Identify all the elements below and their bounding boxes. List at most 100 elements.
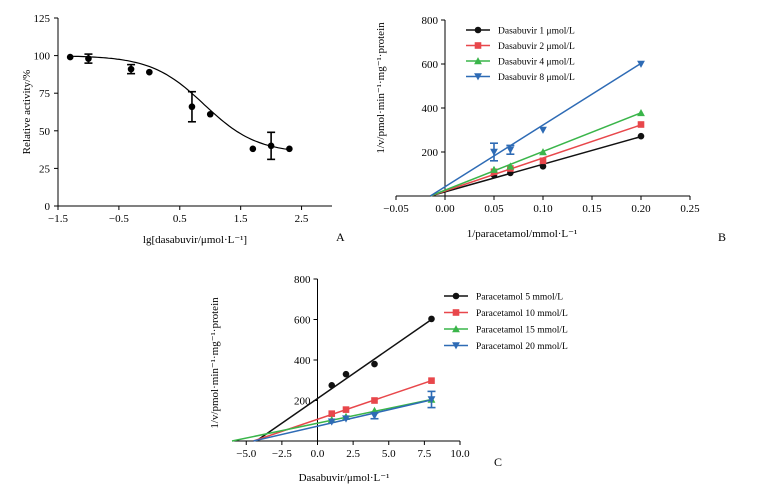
x-tick-label: 1.5 xyxy=(234,213,248,225)
data-point xyxy=(342,406,350,413)
data-point xyxy=(188,103,196,111)
y-axis-title: Relative activity/% xyxy=(21,70,33,155)
panel-c-chart: C 200 400 600 800 −5.0 −2.5 0.0 2.5 5.0 7.5 10.0 Da… xyxy=(209,274,568,484)
x-tick-label: −0.05 xyxy=(383,203,409,215)
data-point xyxy=(539,148,547,156)
panel-b-letter: B xyxy=(718,230,726,244)
data-point xyxy=(286,145,293,153)
data-point xyxy=(637,60,645,68)
legend-label: Dasabuvir 2 μmol/L xyxy=(498,42,575,52)
y-tick-label: 400 xyxy=(294,355,311,367)
y-tick-label: 75 xyxy=(39,88,51,100)
legend-entry: Paracetamol 15 mmol/L xyxy=(444,325,568,336)
data-point xyxy=(490,165,498,173)
regression-line xyxy=(430,124,642,197)
legend-entry: Dasabuvir 1 μmol/L xyxy=(466,27,575,37)
legend-marker xyxy=(474,57,482,65)
x-tick-label: 0.5 xyxy=(173,213,187,225)
x-tick-label: 0.20 xyxy=(631,203,651,215)
y-tick-label: 200 xyxy=(422,147,439,159)
series-1 xyxy=(255,315,435,442)
data-point xyxy=(127,65,135,73)
y-tick-label: 800 xyxy=(294,274,311,286)
legend-marker xyxy=(452,309,460,316)
legend-label: Paracetamol 15 mmol/L xyxy=(476,326,568,336)
legend-label: Dasabuvir 8 μmol/L xyxy=(498,73,575,83)
y-tick-label: 25 xyxy=(39,163,51,175)
data-point xyxy=(327,418,336,426)
legend-entry: Dasabuvir 2 μmol/L xyxy=(466,42,575,52)
legend-label: Paracetamol 5 mmol/L xyxy=(476,293,563,303)
legend-marker xyxy=(452,292,460,300)
data-point xyxy=(539,163,547,170)
y-tick-label: 200 xyxy=(294,396,311,408)
data-point xyxy=(328,382,336,389)
x-tick-label: −1.5 xyxy=(48,213,68,225)
y-axis-title: 1/v/pmol·min⁻¹·mg⁻¹·protein xyxy=(375,22,387,154)
x-axis-title: lg[dasabuvir/μmol·L⁻¹] xyxy=(143,234,247,246)
x-tick-label: 0.10 xyxy=(533,203,553,215)
legend-label: Paracetamol 20 mmol/L xyxy=(476,342,568,352)
regression-line xyxy=(430,135,642,197)
data-point xyxy=(370,412,379,420)
legend-entry: Paracetamol 10 mmol/L xyxy=(444,309,568,319)
legend-label: Dasabuvir 4 μmol/L xyxy=(498,58,575,68)
regression-line xyxy=(253,379,432,442)
regression-line xyxy=(253,399,432,442)
series-2 xyxy=(430,121,645,197)
legend-marker xyxy=(474,73,482,81)
panel-c-letter: C xyxy=(494,455,502,469)
y-tick-label: 800 xyxy=(422,15,439,27)
data-point xyxy=(371,397,378,404)
series-4 xyxy=(253,390,436,442)
y-tick-label: 100 xyxy=(34,51,51,63)
regression-line xyxy=(430,112,642,197)
data-point xyxy=(506,146,515,154)
y-axis-title: 1/v/pmol·min⁻¹·mg⁻¹·protein xyxy=(209,297,221,429)
data-point xyxy=(539,126,547,134)
x-tick-label: 0.00 xyxy=(435,203,455,215)
legend-label: Dasabuvir 1 μmol/L xyxy=(498,27,575,37)
x-tick-label: 2.5 xyxy=(295,213,309,225)
data-point xyxy=(637,132,645,140)
data-point xyxy=(146,68,153,76)
x-tick-label: 0.0 xyxy=(311,448,325,460)
series-4 xyxy=(429,60,645,197)
series-3 xyxy=(231,395,436,442)
legend-label: Paracetamol 10 mmol/L xyxy=(476,309,568,319)
data-point xyxy=(637,121,645,128)
x-tick-label: −5.0 xyxy=(236,448,256,460)
x-axis-title: 1/paracetamol/mmol·L⁻¹ xyxy=(467,228,578,240)
sigmoid-fit-curve xyxy=(70,55,290,151)
data-point xyxy=(428,377,435,384)
legend-entry: Dasabuvir 8 μmol/L xyxy=(466,73,575,83)
y-tick-label: 0 xyxy=(45,201,51,213)
data-point xyxy=(328,410,336,417)
data-point xyxy=(66,53,74,61)
x-tick-label: 5.0 xyxy=(382,448,396,460)
x-tick-label: 2.5 xyxy=(346,448,360,460)
legend-marker xyxy=(474,42,482,49)
x-tick-label: 0.05 xyxy=(484,203,504,215)
legend-marker xyxy=(452,342,460,350)
regression-line xyxy=(255,318,432,442)
data-point xyxy=(249,145,257,153)
x-tick-label: 7.5 xyxy=(418,448,432,460)
x-tick-label: −0.5 xyxy=(109,213,129,225)
legend-entry: Dasabuvir 4 μmol/L xyxy=(466,57,575,68)
legend-marker xyxy=(474,26,482,34)
y-tick-label: 50 xyxy=(39,126,51,138)
data-point xyxy=(342,370,350,378)
data-point xyxy=(85,55,92,62)
data-point xyxy=(371,360,378,368)
panel-b-chart: B 200 400 600 800 −0.05 0.00 0.05 0.10 0.15 0.20 0… xyxy=(375,15,726,244)
legend-entry: Paracetamol 20 mmol/L xyxy=(444,342,568,352)
x-axis-title: Dasabuvir/μmol·L⁻¹ xyxy=(299,472,390,484)
series-3 xyxy=(430,108,645,197)
y-tick-label: 125 xyxy=(34,13,51,25)
x-tick-label: 0.25 xyxy=(680,203,700,215)
data-point xyxy=(637,108,645,117)
y-tick-label: 400 xyxy=(422,103,439,115)
y-tick-label: 600 xyxy=(422,59,439,71)
